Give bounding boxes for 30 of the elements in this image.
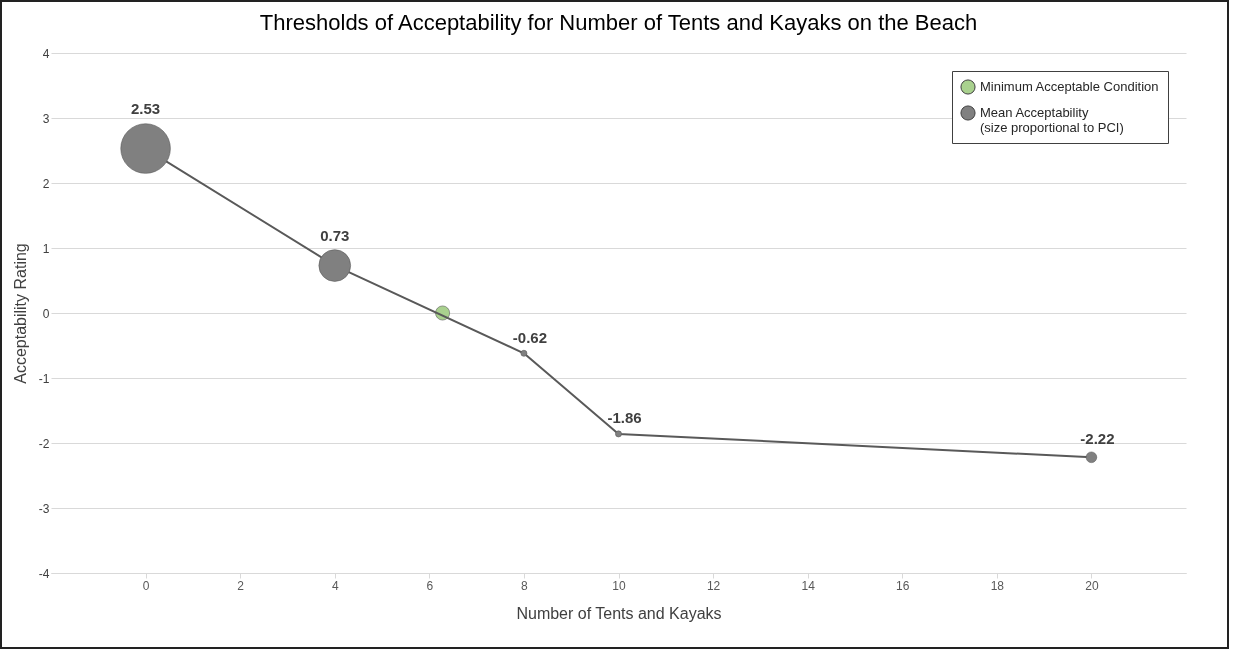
data-label: -1.86	[607, 409, 642, 427]
x-tick-label: 2	[237, 578, 245, 593]
x-tick-label: 6	[426, 578, 434, 593]
y-tick-label: 4	[42, 46, 50, 61]
x-tick-label: 18	[990, 578, 1005, 593]
data-label: 2.53	[130, 99, 161, 117]
y-tick-label: -3	[38, 501, 50, 516]
x-axis-title: Number of Tents and Kayaks	[516, 604, 722, 622]
x-tick-label: 14	[801, 578, 816, 593]
data-label: -2.22	[1080, 430, 1115, 448]
x-tick-label: 12	[706, 578, 721, 593]
y-tick-label: -1	[38, 371, 50, 386]
y-tick-label: -2	[38, 436, 50, 451]
x-tick-label: 0	[142, 578, 150, 593]
y-tick-label: 0	[42, 306, 50, 321]
legend-label: Minimum Acceptable Condition	[980, 79, 1159, 94]
y-axis-title: Acceptability Rating	[11, 243, 29, 384]
chart-title: Thresholds of Acceptability for Number of Tents and Kayaks on the Beach	[259, 10, 978, 35]
y-tick-label: 2	[42, 176, 50, 191]
data-label: -0.62	[512, 328, 548, 346]
y-tick-label: 3	[42, 111, 50, 126]
x-tick-label: 4	[331, 578, 339, 593]
legend-label: Mean Acceptability (size proportional to PCI)	[980, 105, 1124, 135]
x-tick-label: 20	[1085, 578, 1099, 593]
y-tick-label: 1	[42, 241, 50, 256]
x-tick-label: 10	[612, 578, 626, 593]
x-tick-label: 16	[896, 578, 910, 593]
data-label: 0.73	[320, 226, 350, 244]
y-tick-label: -4	[38, 566, 50, 581]
x-tick-label: 8	[521, 578, 529, 593]
